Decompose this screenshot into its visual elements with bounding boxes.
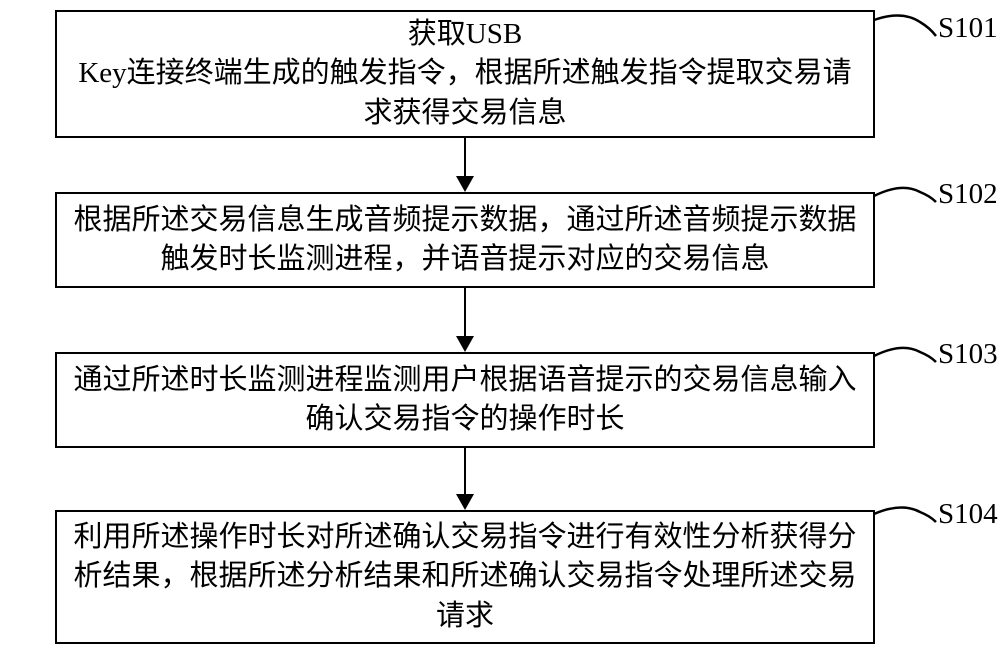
step-s103-hook	[872, 344, 938, 368]
connector-s101-s102-arrow	[456, 176, 474, 192]
step-s104-hook	[872, 504, 938, 528]
step-s104-text: 利用所述操作时长对所述确认交易指令进行有效性分析获得分析结果，根据所述分析结果和…	[69, 518, 861, 635]
step-s101-label: S101	[938, 12, 998, 45]
step-s103-text: 通过所述时长监测进程监测用户根据语音提示的交易信息输入确认交易指令的操作时长	[69, 361, 861, 439]
flowchart-container: 获取USBKey连接终端生成的触发指令，根据所述触发指令提取交易请求获得交易信息…	[0, 0, 1000, 664]
connector-s102-s103-line	[464, 288, 466, 336]
step-s103-box: 通过所述时长监测进程监测用户根据语音提示的交易信息输入确认交易指令的操作时长	[55, 352, 875, 448]
step-s102-hook	[872, 184, 938, 208]
step-s101-hook	[872, 14, 938, 42]
connector-s102-s103-arrow	[456, 336, 474, 352]
step-s102-label: S102	[938, 178, 998, 211]
step-s104-box: 利用所述操作时长对所述确认交易指令进行有效性分析获得分析结果，根据所述分析结果和…	[55, 510, 875, 644]
step-s101-box: 获取USBKey连接终端生成的触发指令，根据所述触发指令提取交易请求获得交易信息	[55, 10, 875, 138]
step-s102-box: 根据所述交易信息生成音频提示数据，通过所述音频提示数据触发时长监测进程，并语音提…	[55, 192, 875, 288]
step-s102-text: 根据所述交易信息生成音频提示数据，通过所述音频提示数据触发时长监测进程，并语音提…	[69, 201, 861, 279]
step-s104-label: S104	[938, 498, 998, 531]
step-s103-label: S103	[938, 338, 998, 371]
connector-s101-s102-line	[464, 138, 466, 176]
connector-s103-s104-arrow	[456, 494, 474, 510]
step-s101-text: 获取USBKey连接终端生成的触发指令，根据所述触发指令提取交易请求获得交易信息	[69, 15, 861, 132]
connector-s103-s104-line	[464, 448, 466, 494]
